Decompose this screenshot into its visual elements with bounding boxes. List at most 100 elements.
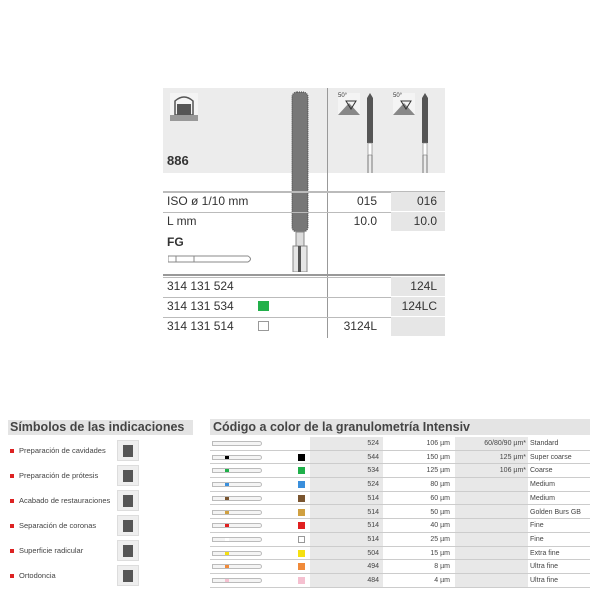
bur-icon <box>212 495 262 501</box>
bullet-icon <box>10 499 14 504</box>
divider <box>163 274 445 276</box>
grit-name: Medium <box>530 481 555 489</box>
grit-code: 504 <box>367 549 379 557</box>
angle-label: 50° <box>338 93 348 99</box>
grit-code: 514 <box>367 508 379 516</box>
value: 10.0 <box>353 214 377 228</box>
color-band <box>225 455 229 459</box>
grit-name: Standard <box>530 440 559 447</box>
color-band <box>225 496 229 500</box>
angle-icon-2: 50° <box>393 93 415 115</box>
grit-code: 484 <box>367 577 379 584</box>
grit-row: 504 15 µm Extra fine <box>210 547 590 561</box>
bur-icon <box>212 468 262 474</box>
row-label: ISO ø 1/10 mm <box>167 194 249 208</box>
bur-icon <box>212 482 262 488</box>
gray-column <box>455 437 528 587</box>
color-swatch <box>298 508 305 516</box>
grit-row: 544 150 µm 125 µm* Super coarse <box>210 451 590 465</box>
column-divider <box>327 88 328 338</box>
bur-icon <box>212 509 262 515</box>
grit-size: 125 µm <box>426 467 451 475</box>
ref-code: 314 131 534 <box>167 299 234 313</box>
grit-code: 544 <box>367 453 379 461</box>
symbols-title: Símbolos de las indicaciones <box>8 420 193 435</box>
bullet-icon <box>10 474 14 479</box>
symbol-item: Superficie radicular <box>10 546 83 555</box>
symbol-item: Separación de coronas <box>10 521 96 530</box>
grit-row: 514 50 µm Golden Burs GB <box>210 506 590 520</box>
grit-name: Ultra fine <box>530 577 559 584</box>
color-swatch <box>298 549 305 557</box>
grit-alt-size: 125 µm* <box>499 453 526 461</box>
grit-row: 494 8 µm Ultra fine <box>210 560 590 574</box>
bur-icon <box>212 564 262 570</box>
color-swatch <box>298 481 305 489</box>
color-swatch <box>298 535 305 543</box>
grit-code: 524 <box>367 440 379 447</box>
bur-image <box>291 91 309 272</box>
symbol-item: Ortodoncia <box>10 571 56 580</box>
color-band <box>225 483 229 487</box>
color-swatch <box>298 577 305 584</box>
bullet-icon <box>10 574 14 579</box>
value <box>391 317 445 336</box>
divider <box>163 191 445 192</box>
grit-name: Golden Burs GB <box>530 508 581 516</box>
cavity-icon <box>117 440 139 461</box>
grit-name: Fine <box>530 522 544 530</box>
angle-label: 50° <box>393 93 403 99</box>
value: 124L <box>391 277 445 296</box>
grit-row: 514 60 µm Medium <box>210 492 590 506</box>
color-band <box>225 565 229 569</box>
value: 3124L <box>343 319 377 333</box>
shank-type: FG <box>167 235 184 249</box>
grit-name: Fine <box>530 535 544 543</box>
grit-code: 514 <box>367 522 379 530</box>
angle-icon-1: 50° <box>338 93 360 115</box>
color-swatch <box>258 321 269 331</box>
grit-name: Coarse <box>530 467 553 475</box>
grit-size: 50 µm <box>430 508 450 516</box>
root-surface-icon <box>117 540 139 561</box>
grit-code: 524 <box>367 481 379 489</box>
ref-row: 314 131 514 3124L <box>163 317 445 336</box>
grit-code: 514 <box>367 535 379 543</box>
bur-icon <box>212 550 262 556</box>
grit-row: 514 25 µm Fine <box>210 533 590 547</box>
shank-icon <box>168 255 251 263</box>
color-band <box>225 469 229 473</box>
grit-code: 534 <box>367 467 379 475</box>
bur-icon <box>212 523 262 529</box>
grit-size: 4 µm <box>434 577 450 584</box>
symbol-label: Acabado de restauraciones <box>19 496 111 505</box>
gray-column <box>310 437 383 587</box>
color-swatch <box>298 494 305 502</box>
color-swatch <box>298 453 305 461</box>
grit-alt-size: 60/80/90 µm* <box>484 440 526 447</box>
symbol-item: Acabado de restauraciones <box>10 496 110 505</box>
grit-name: Ultra fine <box>530 563 559 571</box>
symbol-label: Preparación de prótesis <box>19 471 99 480</box>
symbol-label: Ortodoncia <box>19 571 56 580</box>
grit-size: 25 µm <box>430 535 450 543</box>
value: 015 <box>356 194 377 208</box>
grit-size: 8 µm <box>434 563 450 571</box>
bur-profile-1 <box>367 93 373 173</box>
color-swatch <box>298 522 305 530</box>
prosthesis-icon <box>117 465 139 486</box>
grit-size: 60 µm <box>430 494 450 502</box>
grit-code: 514 <box>367 494 379 502</box>
grit-code: 494 <box>367 563 379 571</box>
value: 10.0 <box>391 212 445 231</box>
symbol-label: Preparación de cavidades <box>19 446 106 455</box>
grit-size: 150 µm <box>426 453 451 461</box>
symbol-item: Preparación de prótesis <box>10 471 98 480</box>
model-number: 886 <box>167 153 189 168</box>
grit-size: 40 µm <box>430 522 450 530</box>
grit-name: Super coarse <box>530 453 572 461</box>
grit-title: Código a color de la granulometría Inten… <box>210 419 590 435</box>
symbol-item: Preparación de cavidades <box>10 446 106 455</box>
ref-row: 314 131 524 124L <box>163 277 445 296</box>
bullet-icon <box>10 524 14 529</box>
